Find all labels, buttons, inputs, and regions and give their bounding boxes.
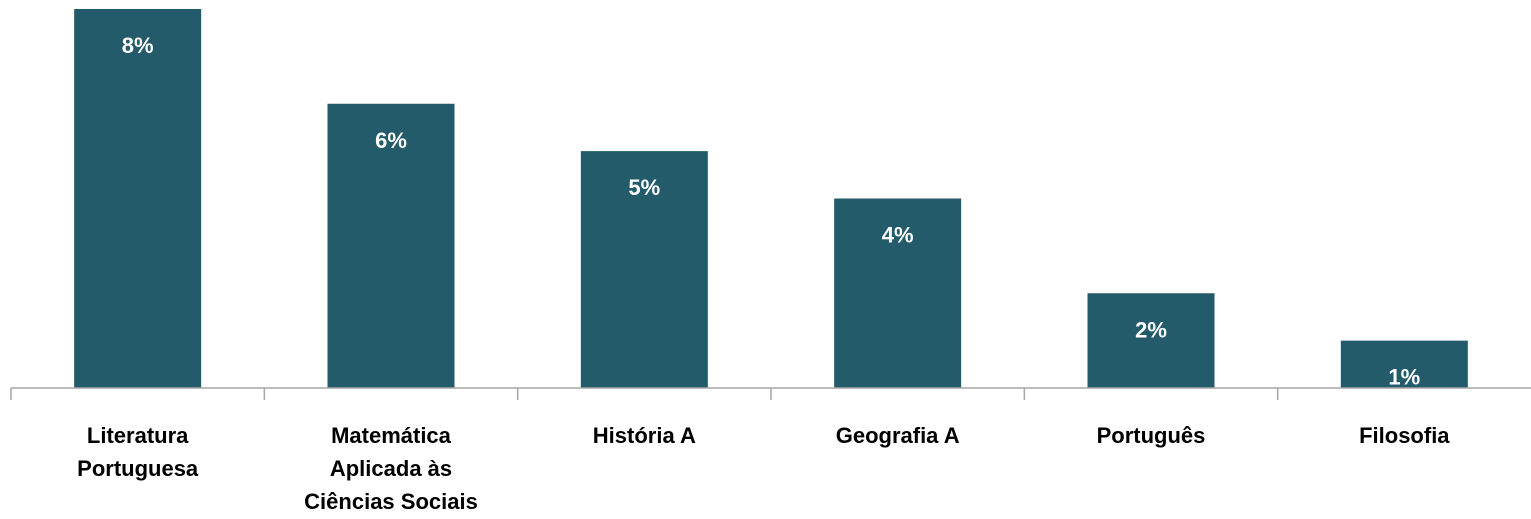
x-tick-label-line: Matemática bbox=[331, 423, 452, 448]
x-tick-label-line: História A bbox=[593, 423, 696, 448]
bar-2 bbox=[327, 103, 455, 388]
data-label-2: 6% bbox=[375, 128, 407, 153]
data-label-6: 1% bbox=[1388, 365, 1420, 390]
bar-3 bbox=[580, 151, 708, 388]
x-tick-label-1: Literatura Portuguesa bbox=[77, 423, 199, 481]
x-tick-label-line: Português bbox=[1097, 423, 1206, 448]
x-tick-label-line: Geografia A bbox=[836, 423, 960, 448]
x-tick-label-2: Matemática Aplicada às Ciências Sociais bbox=[304, 423, 478, 514]
bar-6 bbox=[1340, 340, 1468, 388]
x-axis bbox=[10, 387, 1531, 400]
x-tick-label-6: Filosofia bbox=[1359, 423, 1450, 448]
data-label-1: 8% bbox=[122, 33, 154, 58]
bar-5 bbox=[1087, 293, 1215, 388]
bar-1 bbox=[74, 9, 202, 388]
data-label-4: 4% bbox=[882, 223, 914, 248]
x-tick-label-line: Ciências Sociais bbox=[304, 489, 478, 514]
bar-4 bbox=[834, 198, 962, 388]
data-label-5: 2% bbox=[1135, 317, 1167, 342]
x-tick-label-line: Filosofia bbox=[1359, 423, 1450, 448]
x-tick-label-line: Literatura bbox=[87, 423, 189, 448]
x-tick-label-line: Portuguesa bbox=[77, 456, 199, 481]
x-tick-label-4: Geografia A bbox=[836, 423, 960, 448]
data-label-3: 5% bbox=[628, 175, 660, 200]
category-labels: Literatura Portuguesa Matemática Aplicada à… bbox=[77, 423, 1450, 514]
x-tick-label-3: História A bbox=[593, 423, 696, 448]
bars-layer: 8% 6% 5% 4% 2% 1% bbox=[74, 9, 1468, 390]
x-tick-label-5: Português bbox=[1097, 423, 1206, 448]
x-tick-label-line: Aplicada às bbox=[330, 456, 452, 481]
